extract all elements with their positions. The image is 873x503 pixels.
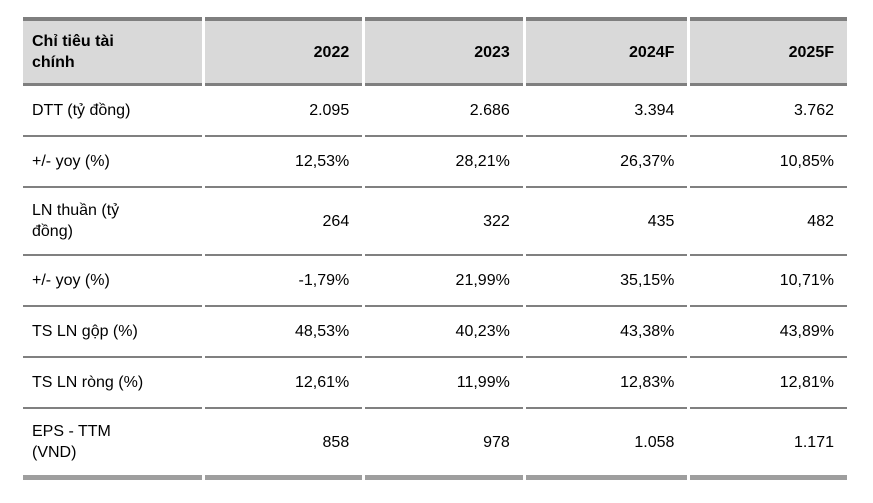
header-row: Chỉ tiêu tài chính 2022 2023 2024F 2025F	[23, 17, 847, 86]
header-metric-label: Chỉ tiêu tài chính	[23, 17, 202, 86]
value-cell: 28,21%	[365, 137, 523, 188]
value-cell: 26,37%	[525, 137, 688, 188]
value-cell: 2.686	[365, 86, 523, 137]
value-cell: 10,85%	[690, 137, 847, 188]
value-cell: 482	[690, 188, 847, 256]
header-year-2025f: 2025F	[690, 17, 847, 86]
value-cell: 12,83%	[525, 358, 688, 409]
row-label: +/- yoy (%)	[23, 256, 202, 307]
value-cell: 12,61%	[204, 358, 363, 409]
value-cell: 40,23%	[365, 307, 523, 358]
row-label: EPS - TTM (VND)	[23, 409, 202, 480]
value-cell: 12,53%	[204, 137, 363, 188]
value-cell: 10,71%	[690, 256, 847, 307]
value-cell: 43,89%	[690, 307, 847, 358]
value-cell: 2.095	[204, 86, 363, 137]
value-cell: 1.058	[525, 409, 688, 480]
value-cell: -1,79%	[204, 256, 363, 307]
table-row-eps-ttm: EPS - TTM (VND) 858 978 1.058 1.171	[23, 409, 847, 480]
value-cell: 48,53%	[204, 307, 363, 358]
financial-metrics-table: Chỉ tiêu tài chính 2022 2023 2024F 2025F…	[20, 17, 850, 480]
financial-metrics-table-container: Chỉ tiêu tài chính 2022 2023 2024F 2025F…	[20, 17, 850, 480]
value-cell: 35,15%	[525, 256, 688, 307]
value-cell: 322	[365, 188, 523, 256]
table-body: DTT (tỷ đồng) 2.095 2.686 3.394 3.762 +/…	[23, 86, 847, 480]
value-cell: 21,99%	[365, 256, 523, 307]
table-row-dtt-yoy: +/- yoy (%) 12,53% 28,21% 26,37% 10,85%	[23, 137, 847, 188]
table-header: Chỉ tiêu tài chính 2022 2023 2024F 2025F	[23, 17, 847, 86]
value-cell: 3.762	[690, 86, 847, 137]
table-row-ln-yoy: +/- yoy (%) -1,79% 21,99% 35,15% 10,71%	[23, 256, 847, 307]
row-label: +/- yoy (%)	[23, 137, 202, 188]
value-cell: 43,38%	[525, 307, 688, 358]
table-row-ts-ln-gop: TS LN gộp (%) 48,53% 40,23% 43,38% 43,89…	[23, 307, 847, 358]
table-row-ln-thuan: LN thuần (tỷ đồng) 264 322 435 482	[23, 188, 847, 256]
table-row-dtt: DTT (tỷ đồng) 2.095 2.686 3.394 3.762	[23, 86, 847, 137]
value-cell: 435	[525, 188, 688, 256]
value-cell: 978	[365, 409, 523, 480]
header-year-2023: 2023	[365, 17, 523, 86]
value-cell: 264	[204, 188, 363, 256]
row-label: LN thuần (tỷ đồng)	[23, 188, 202, 256]
value-cell: 1.171	[690, 409, 847, 480]
value-cell: 3.394	[525, 86, 688, 137]
value-cell: 11,99%	[365, 358, 523, 409]
header-year-2024f: 2024F	[525, 17, 688, 86]
row-label: TS LN gộp (%)	[23, 307, 202, 358]
value-cell: 12,81%	[690, 358, 847, 409]
value-cell: 858	[204, 409, 363, 480]
row-label: TS LN ròng (%)	[23, 358, 202, 409]
row-label: DTT (tỷ đồng)	[23, 86, 202, 137]
header-year-2022: 2022	[204, 17, 363, 86]
table-row-ts-ln-rong: TS LN ròng (%) 12,61% 11,99% 12,83% 12,8…	[23, 358, 847, 409]
